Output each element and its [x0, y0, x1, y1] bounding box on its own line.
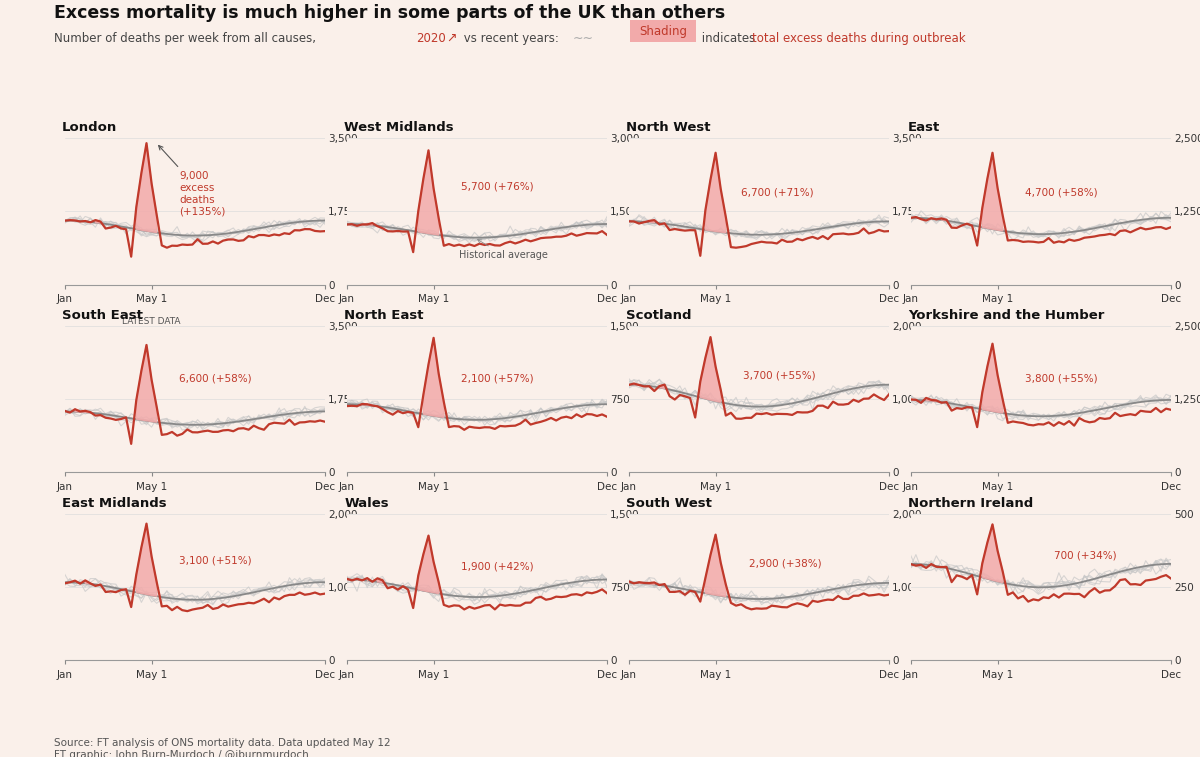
Text: total excess deaths during outbreak: total excess deaths during outbreak	[752, 32, 966, 45]
Text: Yorkshire and the Humber: Yorkshire and the Humber	[908, 309, 1104, 322]
Text: Excess mortality is much higher in some parts of the UK than others: Excess mortality is much higher in some …	[54, 4, 725, 22]
Text: West Midlands: West Midlands	[344, 120, 454, 133]
Text: 6,700 (+71%): 6,700 (+71%)	[740, 187, 814, 198]
Text: North East: North East	[344, 309, 424, 322]
Text: 700 (+34%): 700 (+34%)	[1054, 550, 1117, 560]
Text: Scotland: Scotland	[626, 309, 691, 322]
Text: East: East	[908, 120, 941, 133]
Text: 6,600 (+58%): 6,600 (+58%)	[179, 374, 252, 384]
Text: Number of deaths per week from all causes,: Number of deaths per week from all cause…	[54, 32, 319, 45]
Text: 4,700 (+58%): 4,700 (+58%)	[1025, 187, 1098, 198]
Text: vs recent years:: vs recent years:	[460, 32, 563, 45]
Text: 1,900 (+42%): 1,900 (+42%)	[461, 562, 534, 572]
Text: indicates: indicates	[698, 32, 760, 45]
Text: 3,800 (+55%): 3,800 (+55%)	[1025, 374, 1098, 384]
Text: 2020: 2020	[415, 32, 445, 45]
Text: 3,100 (+51%): 3,100 (+51%)	[179, 556, 252, 566]
Text: 5,700 (+76%): 5,700 (+76%)	[461, 182, 534, 192]
Text: 2,100 (+57%): 2,100 (+57%)	[461, 374, 534, 384]
Text: ∼∼: ∼∼	[572, 32, 593, 45]
Text: East Midlands: East Midlands	[62, 497, 167, 509]
Text: ↗: ↗	[446, 32, 457, 45]
Text: 9,000
excess
deaths
(+135%): 9,000 excess deaths (+135%)	[158, 145, 226, 217]
Text: Shading: Shading	[640, 24, 686, 38]
Text: London: London	[62, 120, 118, 133]
Text: Historical average: Historical average	[460, 239, 548, 260]
Text: Wales: Wales	[344, 497, 389, 509]
Text: 3,700 (+55%): 3,700 (+55%)	[743, 371, 816, 381]
Text: Source: FT analysis of ONS mortality data. Data updated May 12
FT graphic: John : Source: FT analysis of ONS mortality dat…	[54, 738, 391, 757]
Text: 2,900 (+38%): 2,900 (+38%)	[749, 559, 821, 569]
Text: LATEST DATA: LATEST DATA	[122, 316, 181, 326]
Text: South West: South West	[626, 497, 712, 509]
Text: Northern Ireland: Northern Ireland	[908, 497, 1033, 509]
Text: South East: South East	[62, 309, 143, 322]
Text: North West: North West	[626, 120, 710, 133]
